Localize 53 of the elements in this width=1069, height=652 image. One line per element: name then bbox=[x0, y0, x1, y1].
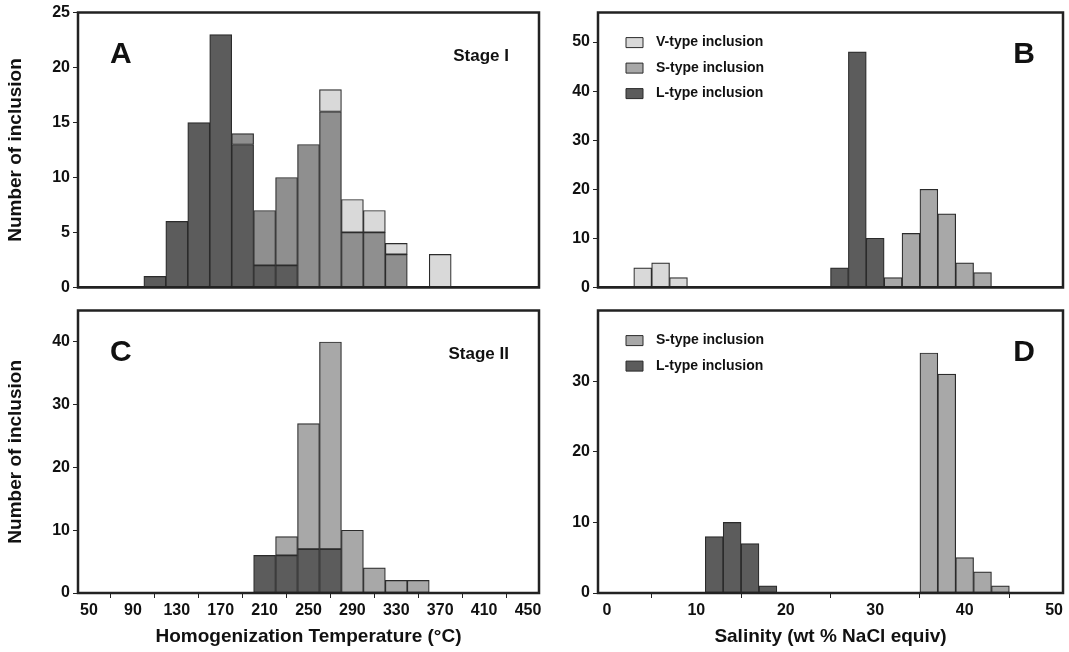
y-tick-label: 40 bbox=[52, 332, 71, 350]
legend-label: S-type inclusion bbox=[656, 331, 765, 348]
x-tick-label: 450 bbox=[514, 601, 542, 619]
annotation: C bbox=[110, 333, 132, 367]
y-tick-label: 0 bbox=[581, 277, 591, 295]
y-tick-label: 30 bbox=[572, 130, 591, 148]
x-tick-label: 210 bbox=[251, 601, 279, 619]
x-tick-label: 50 bbox=[80, 601, 98, 619]
y-tick-label: 20 bbox=[52, 457, 71, 475]
legend-label: V-type inclusion bbox=[656, 33, 764, 50]
x-tick-label: 50 bbox=[1045, 601, 1064, 619]
x-tick-label: 250 bbox=[295, 601, 322, 619]
y-tick-label: 15 bbox=[52, 112, 71, 130]
x-tick-label: 330 bbox=[382, 601, 410, 619]
y-tick-label: 20 bbox=[572, 179, 591, 197]
y-tick-label: 20 bbox=[572, 442, 591, 460]
annotation: Stage II bbox=[448, 344, 509, 364]
y-tick-label: 10 bbox=[572, 512, 591, 530]
y-axis-title: Number of inclusion bbox=[3, 58, 25, 242]
y-tick-label: 20 bbox=[52, 57, 71, 75]
annotation: D bbox=[1013, 333, 1035, 367]
x-tick-label: 40 bbox=[955, 601, 974, 619]
y-tick-label: 5 bbox=[61, 222, 71, 240]
x-tick-label: 30 bbox=[866, 601, 885, 619]
y-tick-label: 40 bbox=[572, 81, 591, 99]
x-tick-label: 410 bbox=[470, 601, 498, 619]
y-tick-label: 25 bbox=[52, 3, 71, 21]
y-tick-label: 30 bbox=[52, 395, 71, 413]
x-axis-title: Homogenization Temperature (°C) bbox=[155, 624, 462, 646]
x-tick-label: 170 bbox=[207, 601, 235, 619]
y-tick-label: 0 bbox=[581, 583, 591, 601]
y-tick-label: 30 bbox=[572, 371, 591, 389]
x-tick-label: 290 bbox=[339, 601, 366, 619]
x-tick-label: 0 bbox=[602, 601, 612, 619]
x-tick-label: 370 bbox=[426, 601, 454, 619]
y-tick-label: 10 bbox=[52, 167, 71, 185]
x-tick-label: 130 bbox=[163, 601, 191, 619]
legend-label: L-type inclusion bbox=[656, 356, 764, 373]
legend-label: L-type inclusion bbox=[656, 84, 764, 101]
x-tick-label: 10 bbox=[687, 601, 706, 619]
x-tick-label: 20 bbox=[776, 601, 795, 619]
y-tick-label: 10 bbox=[572, 228, 591, 246]
y-axis-title: Number of inclusion bbox=[3, 359, 25, 544]
annotation: A bbox=[110, 35, 132, 69]
y-tick-label: 0 bbox=[61, 583, 71, 601]
annotation: Stage I bbox=[453, 46, 509, 66]
x-axis-title: Salinity (wt % NaCl equiv) bbox=[714, 624, 947, 646]
annotation: B bbox=[1013, 35, 1035, 69]
x-tick-label: 90 bbox=[123, 601, 142, 619]
y-tick-label: 50 bbox=[572, 32, 591, 50]
y-tick-label: 10 bbox=[52, 520, 71, 538]
legend-label: S-type inclusion bbox=[656, 58, 765, 75]
y-tick-label: 0 bbox=[61, 277, 71, 295]
